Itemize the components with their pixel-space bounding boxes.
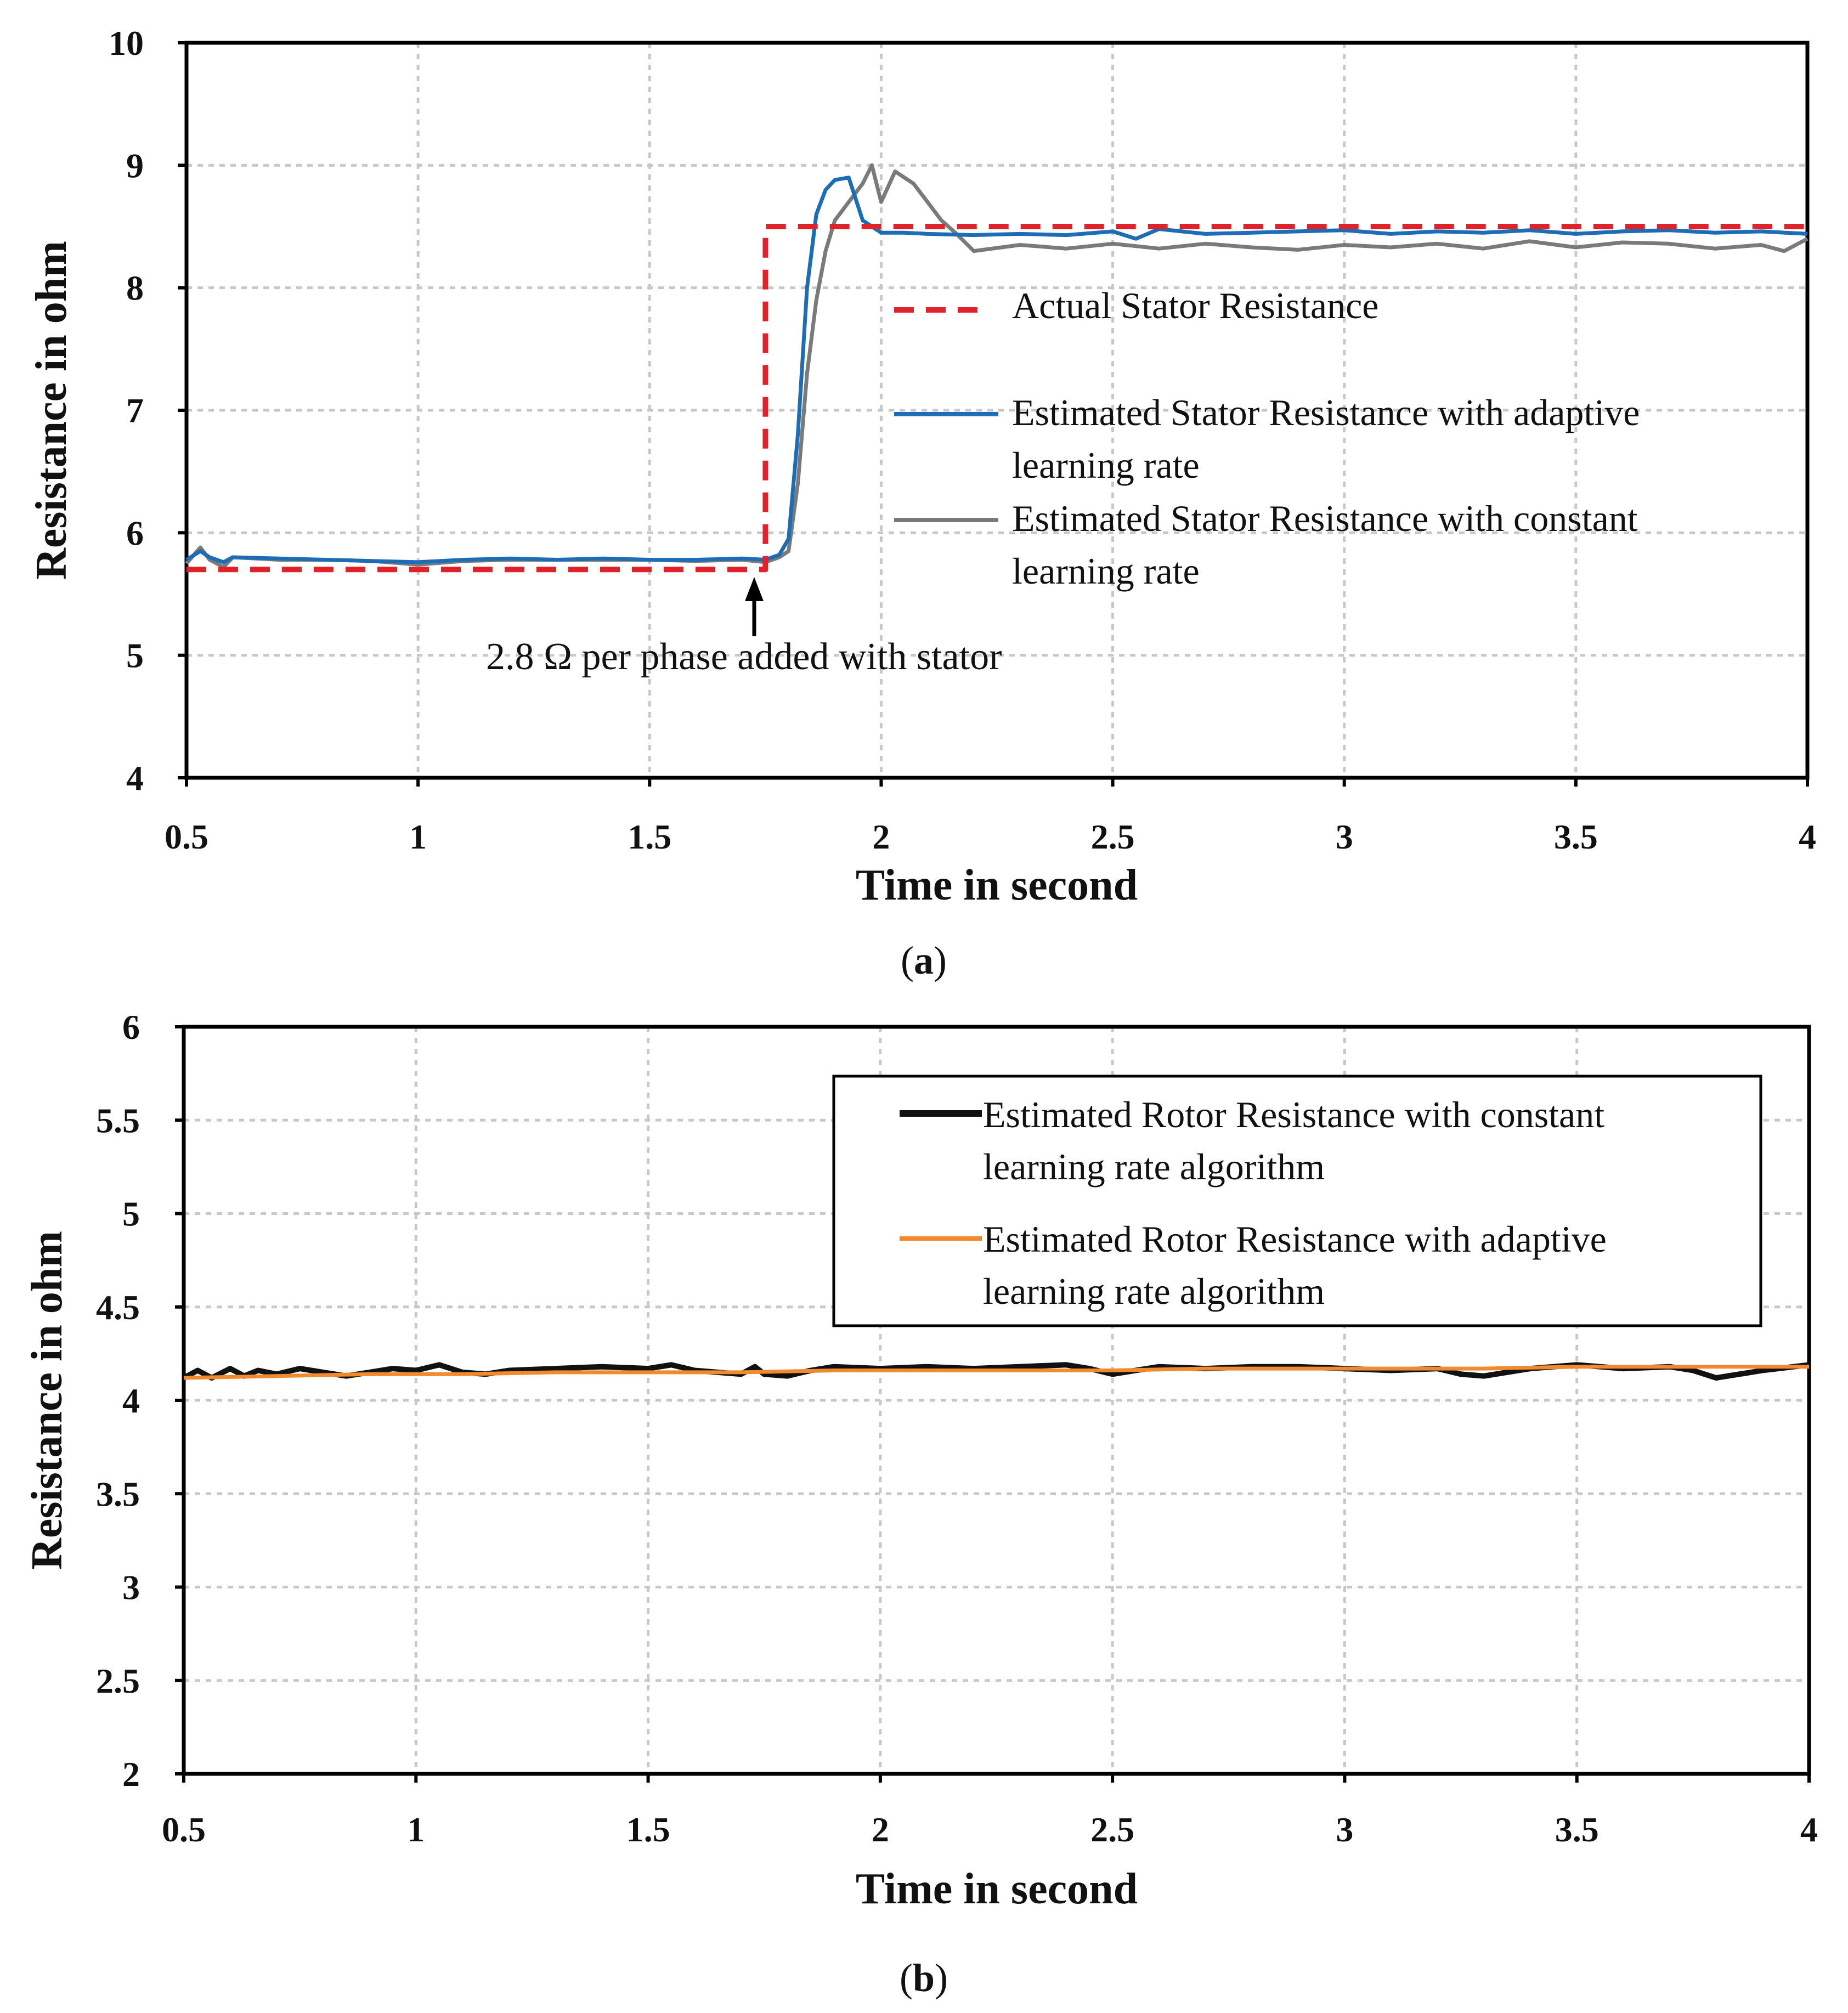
chart-b-y-axis-title: Resistance in ohm (23, 1231, 71, 1570)
chart-a-legend-label-actual: Actual Stator Resistance (1012, 285, 1378, 326)
chart-a-x-tick-label: 0.5 (165, 817, 208, 856)
chart-a-x-tick-label: 3 (1336, 817, 1353, 856)
chart-b-x-tick-label: 1.5 (626, 1810, 670, 1849)
chart-b-legend: Estimated Rotor Resistance with constant… (832, 1075, 1762, 1327)
chart-a-y-axis-title: Resistance in ohm (27, 241, 76, 580)
chart-b-legend-box (832, 1075, 1762, 1327)
chart-a-y-tick-label: 6 (126, 513, 144, 552)
chart-a-series-group (185, 163, 1809, 573)
annotation-arrow-head (745, 577, 764, 601)
chart-a: 0.5 1 1.5 2 2.5 3 3.5 4 4 5 6 7 8 9 10 T… (27, 24, 1816, 982)
chart-a-series-line-actual (187, 224, 1807, 573)
chart-b-legend-label-constant: Estimated Rotor Resistance with constant… (983, 1094, 1604, 1188)
panel-label-b: (b) (900, 1956, 948, 2000)
chart-a-annotation: 2.8 Ω per phase added with stator (486, 577, 1002, 678)
chart-a-x-tick-label: 1 (409, 817, 427, 856)
panel-label-a: (a) (901, 938, 947, 982)
chart-a-gridlines (187, 43, 1807, 778)
chart-b-x-tick-label: 4 (1800, 1810, 1818, 1849)
chart-a-x-tick-label: 2 (872, 817, 890, 856)
chart-a-legend-label-adaptive: Estimated Stator Resistance with adaptiv… (1012, 392, 1640, 486)
chart-a-x-tick-label: 1.5 (628, 817, 671, 856)
chart-b-y-tick-label: 4.5 (96, 1288, 140, 1327)
chart-a-x-tick-label: 3.5 (1554, 817, 1598, 856)
chart-a-y-tick-label: 4 (126, 759, 144, 798)
chart-b-y-tick-label: 3.5 (96, 1474, 140, 1513)
chart-b-x-tick-label: 3.5 (1555, 1810, 1599, 1849)
chart-b-y-tick-label: 5.5 (96, 1101, 140, 1140)
chart-b-y-tick-label: 4 (122, 1381, 140, 1420)
chart-b-y-tick-label: 3 (122, 1568, 140, 1607)
chart-b: 0.5 1 1.5 2 2.5 3 3.5 4 2 2.5 3 3.5 4 4.… (23, 1008, 1818, 2000)
chart-a-y-tick-labels: 4 5 6 7 8 9 10 (109, 24, 144, 798)
chart-a-y-tick-label: 9 (126, 146, 144, 185)
chart-b-x-tick-label: 1 (407, 1810, 425, 1849)
chart-b-x-tick-label: 2.5 (1090, 1810, 1134, 1849)
chart-b-x-tick-label: 2 (872, 1810, 889, 1849)
chart-b-x-axis-title: Time in second (856, 1865, 1138, 1913)
chart-a-y-tick-label: 10 (109, 24, 144, 63)
chart-b-y-tick-label: 5 (122, 1195, 140, 1234)
chart-a-x-tick-label: 4 (1799, 817, 1816, 856)
chart-b-y-tick-label: 2.5 (96, 1661, 140, 1700)
chart-b-series-line-adaptive (183, 1365, 1809, 1380)
chart-b-x-tick-label: 0.5 (162, 1810, 206, 1849)
chart-b-tick-marks (175, 1025, 1811, 1783)
chart-b-y-tick-labels: 2 2.5 3 3.5 4 4.5 5 5.5 6 (96, 1008, 140, 1794)
chart-b-x-tick-label: 3 (1336, 1810, 1353, 1849)
chart-b-y-tick-label: 2 (122, 1755, 140, 1794)
chart-a-series-line-adaptive (185, 176, 1808, 564)
chart-a-tick-marks (178, 41, 1809, 787)
chart-a-x-axis-title: Time in second (856, 861, 1138, 909)
panel-label-b-letter: b (913, 1956, 935, 2000)
chart-a-y-tick-label: 7 (126, 391, 144, 430)
chart-a-x-tick-labels: 0.5 1 1.5 2 2.5 3 3.5 4 (165, 817, 1816, 856)
chart-b-y-tick-label: 6 (122, 1008, 140, 1047)
chart-a-legend: Actual Stator Resistance Estimated Stato… (894, 285, 1640, 592)
chart-a-legend-label-constant: Estimated Stator Resistance with constan… (1012, 497, 1638, 592)
chart-a-x-tick-label: 2.5 (1091, 817, 1135, 856)
panel-label-a-letter: a (914, 938, 934, 982)
chart-a-y-tick-label: 5 (126, 636, 144, 675)
chart-a-annotation-text: 2.8 Ω per phase added with stator (486, 636, 1002, 678)
chart-a-y-tick-label: 8 (126, 269, 144, 308)
chart-b-x-tick-labels: 0.5 1 1.5 2 2.5 3 3.5 4 (162, 1810, 1818, 1849)
chart-b-legend-label-adaptive: Estimated Rotor Resistance with adaptive… (983, 1218, 1607, 1312)
chart-b-series-group (182, 1362, 1810, 1381)
